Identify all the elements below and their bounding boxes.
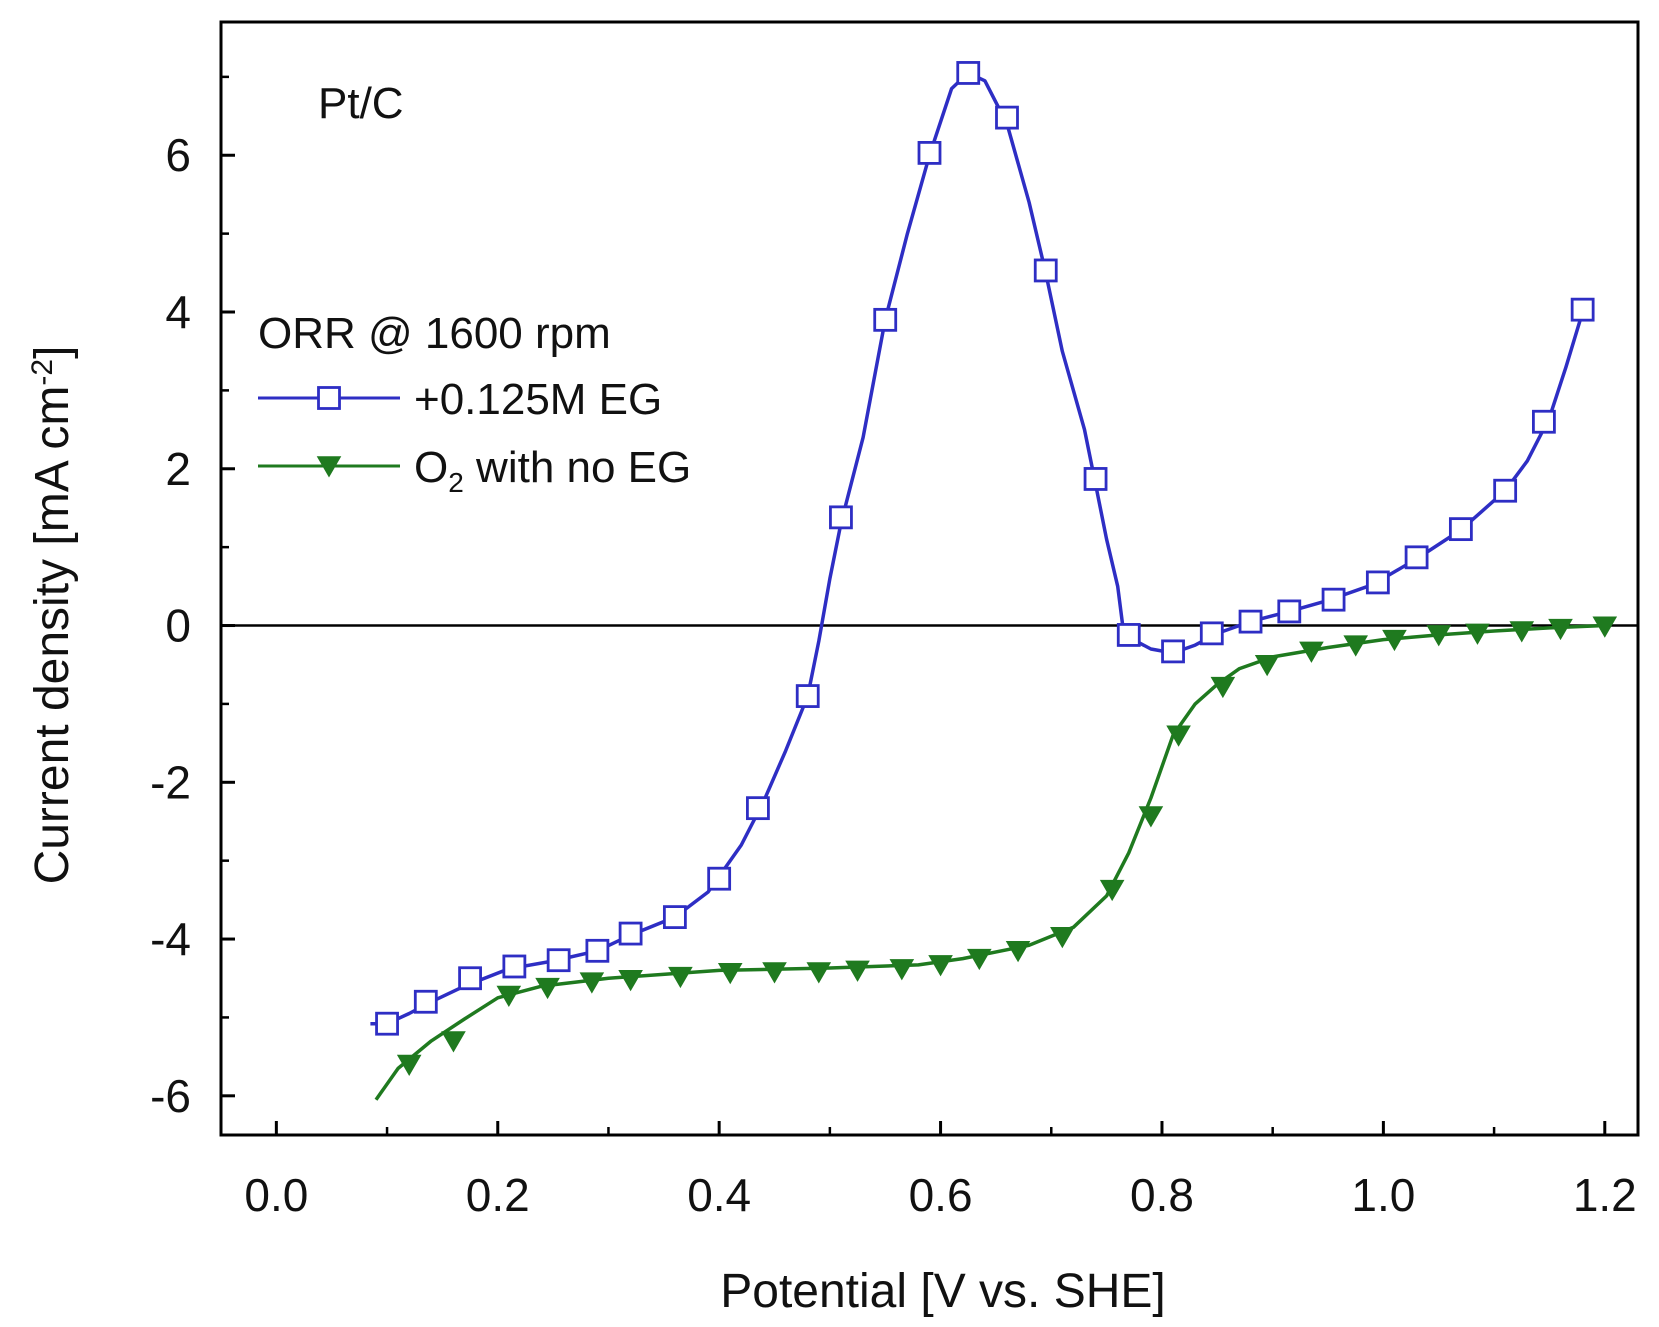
series-o2 [374,616,1618,1101]
data-point-eg [1116,623,1141,647]
legend-title: ORR @ 1600 rpm [258,309,611,358]
data-point-eg [917,140,942,165]
data-point-o2 [1254,654,1280,677]
data-point-eg [1161,639,1185,664]
legend-label-o2: O2 with no EG [414,443,691,498]
x-tick-label: 0.0 [244,1169,308,1221]
data-point-eg [1238,609,1263,634]
data-point-eg [1404,545,1429,570]
data-point-o2 [396,1054,422,1076]
x-tick-label: 0.8 [1130,1169,1194,1221]
data-point-o2 [1382,629,1407,652]
data-point-eg [795,684,820,708]
series-eg [370,61,1595,1036]
data-point-o2 [1548,618,1573,641]
data-point-o2 [535,977,560,1000]
y-axis-label-sup: -2 [26,359,59,386]
x-tick-label: 0.4 [687,1169,751,1221]
data-point-o2 [618,970,643,992]
data-point-eg [707,866,732,891]
series-layer [370,61,1618,1101]
data-point-o2 [928,955,953,977]
panel-label: Pt/C [318,79,404,128]
data-point-eg [956,61,981,85]
data-point-o2 [1005,941,1031,963]
data-point-eg [1532,409,1556,434]
data-point-o2 [967,948,992,971]
data-point-o2 [806,962,832,984]
y-axis-label: Current density [mA cm-2] [26,346,79,885]
x-tick-label: 0.2 [466,1169,530,1221]
y-tick-label: 4 [165,286,191,338]
data-point-eg [1033,258,1058,283]
data-point-eg [375,1011,399,1036]
data-point-eg [1493,478,1518,503]
data-point-eg [1083,467,1108,491]
plot-frame [219,20,1640,1137]
y-tick-label: -2 [150,756,191,808]
data-point-eg [1570,297,1595,322]
data-point-o2 [1099,879,1125,902]
data-point-o2 [1050,926,1075,949]
y-tick-label: 6 [165,129,191,181]
y-axis-label-close: ] [26,346,79,359]
data-point-eg [413,989,438,1014]
data-point-eg [618,921,643,946]
data-point-o2 [668,966,693,989]
data-point-eg [829,505,853,530]
data-point-o2 [1166,725,1191,747]
data-point-eg [995,105,1019,130]
data-point-o2 [1509,621,1535,643]
legend-label-o2-sub: 2 [448,467,464,498]
data-point-o2 [717,963,743,985]
data-point-eg [502,954,527,979]
legend-marker-eg [317,386,341,410]
data-point-o2 [1465,623,1490,645]
x-axis-label: Potential [V vs. SHE] [720,1265,1166,1318]
series-line-eg [370,71,1585,1026]
y-tick-label: 0 [165,600,191,652]
data-point-eg [873,307,898,332]
data-point-eg [1365,570,1390,595]
data-point-o2 [1138,806,1164,828]
legend-label-o2-rest: with no EG [464,443,691,492]
data-point-o2 [1343,635,1369,657]
legend-marker-o2 [316,456,342,478]
data-point-o2 [1210,676,1236,699]
legend-label-o2-main: O [414,443,448,492]
data-point-o2 [889,959,915,981]
data-point-o2 [441,1031,466,1053]
y-tick-label: -4 [150,913,191,965]
data-point-eg [458,966,482,991]
x-tick-label: 0.6 [909,1169,973,1221]
data-point-eg [662,905,687,930]
data-point-o2 [1592,616,1618,638]
data-point-eg [585,938,610,963]
data-point-eg [1277,599,1302,624]
data-point-o2 [579,972,605,994]
legend: ORR @ 1600 rpm +0.125M EG O2 with no EG [258,309,691,498]
legend-samples [258,386,400,478]
y-tick-label: 2 [165,443,191,495]
data-point-eg [1448,517,1473,542]
data-point-o2 [762,962,787,984]
data-point-eg [1199,621,1224,646]
axis-layer: 0.0 0.2 0.4 0.6 0.8 1.0 1.2 -6 -4 -2 0 2 4 6 [150,75,1637,1221]
data-point-eg [746,796,770,821]
data-point-o2 [496,985,522,1007]
y-tick-label: -6 [150,1070,191,1122]
series-line-o2 [374,623,1605,1101]
data-point-eg [546,948,571,973]
legend-label-eg: +0.125M EG [414,375,662,424]
data-point-eg [1321,587,1346,612]
data-point-o2 [1426,625,1452,647]
x-tick-label: 1.2 [1573,1169,1637,1221]
data-point-o2 [845,960,870,982]
y-axis-label-main: Current density [mA cm [26,386,79,885]
x-tick-label: 1.0 [1351,1169,1415,1221]
data-point-o2 [1299,641,1324,663]
